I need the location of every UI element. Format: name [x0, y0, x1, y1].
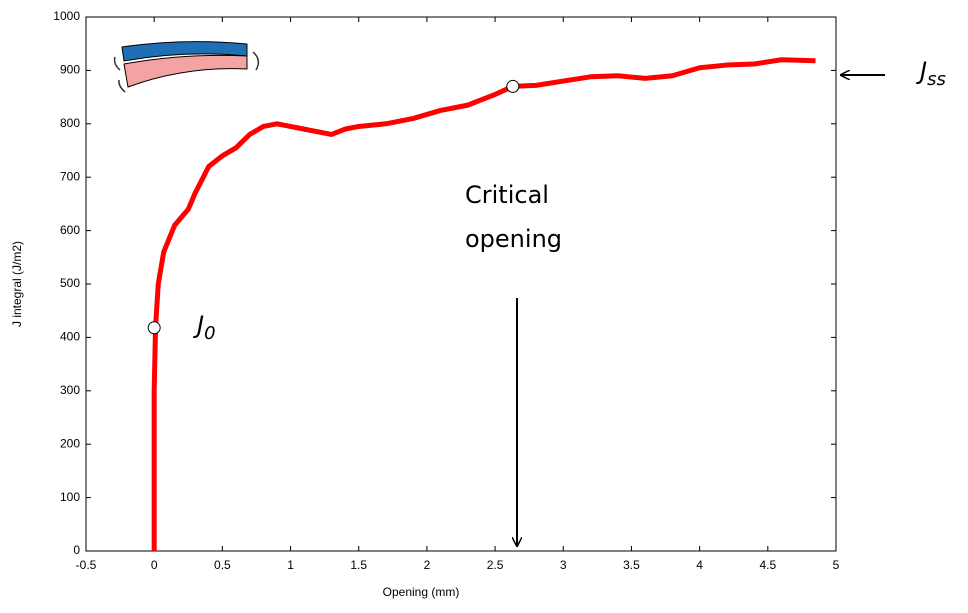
x-tick-label: 1.5 — [350, 558, 367, 572]
inset-beam-bottom — [123, 54, 248, 88]
y-tick-label: 100 — [60, 490, 80, 504]
annotation-subscript: 0 — [204, 323, 215, 344]
x-tick-label: 4 — [696, 558, 703, 572]
marker — [147, 321, 161, 335]
inset-arrow — [252, 51, 260, 71]
inset-arrow — [118, 79, 126, 93]
y-tick-label: 900 — [60, 63, 80, 77]
y-tick-label: 800 — [60, 116, 80, 130]
x-tick-label: 1 — [287, 558, 294, 572]
x-tick-label: -0.5 — [76, 558, 97, 572]
marker — [506, 79, 520, 93]
y-tick-label: 500 — [60, 276, 80, 290]
x-tick-label: 4.5 — [759, 558, 776, 572]
x-tick-label: 3 — [560, 558, 567, 572]
annotation-subscript: ss — [927, 69, 946, 90]
y-tick-label: 600 — [60, 223, 80, 237]
data-line — [151, 57, 816, 551]
y-tick-label: 400 — [60, 330, 80, 344]
y-tick-label: 0 — [73, 543, 80, 557]
x-tick-label: 3.5 — [623, 558, 640, 572]
inset-icon — [113, 41, 260, 93]
annotation-text: J — [193, 311, 204, 339]
plot-frame — [85, 16, 837, 552]
y-axis-title: J integral (J/m2) — [10, 241, 24, 327]
y-tick-label: 700 — [60, 169, 80, 183]
inset-arrow — [113, 56, 121, 71]
annotation: opening — [465, 225, 562, 253]
y-tick-label: 300 — [60, 383, 80, 397]
y-tick-label: 200 — [60, 436, 80, 450]
annotation: J0 — [193, 311, 216, 344]
annotation: Critical — [465, 181, 549, 209]
x-axis-title: Opening (mm) — [383, 585, 460, 599]
x-tick-label: 5 — [833, 558, 840, 572]
annotation: Jss — [916, 57, 946, 90]
x-tick-label: 2.5 — [487, 558, 504, 572]
x-tick-label: 2 — [424, 558, 431, 572]
x-tick-label: 0 — [151, 558, 158, 572]
annotation-text: J — [916, 57, 927, 85]
x-tick-label: 0.5 — [214, 558, 231, 572]
y-tick-label: 1000 — [53, 9, 80, 23]
